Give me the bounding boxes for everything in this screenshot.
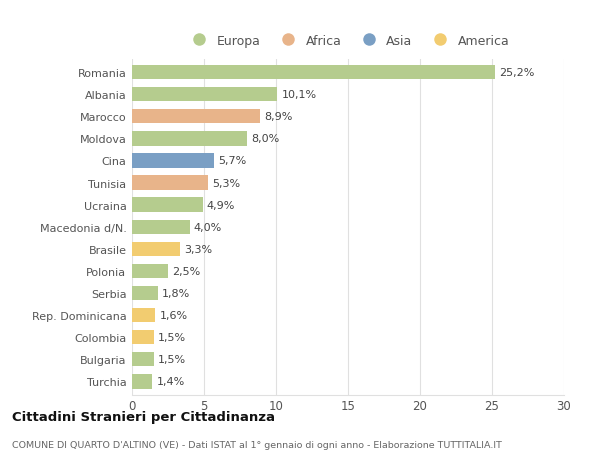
Bar — [132, 220, 190, 235]
Bar — [132, 375, 152, 389]
Bar — [132, 330, 154, 345]
Bar — [132, 286, 158, 301]
Bar — [132, 198, 203, 213]
Bar — [132, 66, 495, 80]
Text: 4,9%: 4,9% — [207, 200, 235, 210]
Text: 1,5%: 1,5% — [158, 354, 186, 364]
Text: 5,3%: 5,3% — [212, 178, 241, 188]
Text: COMUNE DI QUARTO D'ALTINO (VE) - Dati ISTAT al 1° gennaio di ogni anno - Elabora: COMUNE DI QUARTO D'ALTINO (VE) - Dati IS… — [12, 441, 502, 449]
Bar — [132, 264, 168, 279]
Text: 8,0%: 8,0% — [251, 134, 280, 144]
Text: 8,9%: 8,9% — [265, 112, 293, 122]
Text: 1,4%: 1,4% — [157, 376, 185, 386]
Text: 4,0%: 4,0% — [194, 222, 222, 232]
Text: 10,1%: 10,1% — [282, 90, 317, 100]
Text: Cittadini Stranieri per Cittadinanza: Cittadini Stranieri per Cittadinanza — [12, 410, 275, 423]
Text: 1,8%: 1,8% — [162, 288, 190, 298]
Bar — [132, 154, 214, 168]
Bar — [132, 132, 247, 146]
Bar — [132, 242, 179, 257]
Text: 2,5%: 2,5% — [172, 266, 200, 276]
Bar — [132, 308, 155, 323]
Bar — [132, 110, 260, 124]
Text: 5,7%: 5,7% — [218, 156, 247, 166]
Legend: Europa, Africa, Asia, America: Europa, Africa, Asia, America — [184, 32, 512, 50]
Bar — [132, 88, 277, 102]
Bar — [132, 176, 208, 190]
Text: 1,6%: 1,6% — [160, 310, 187, 320]
Text: 25,2%: 25,2% — [499, 68, 535, 78]
Text: 1,5%: 1,5% — [158, 332, 186, 342]
Bar — [132, 353, 154, 367]
Text: 3,3%: 3,3% — [184, 244, 212, 254]
